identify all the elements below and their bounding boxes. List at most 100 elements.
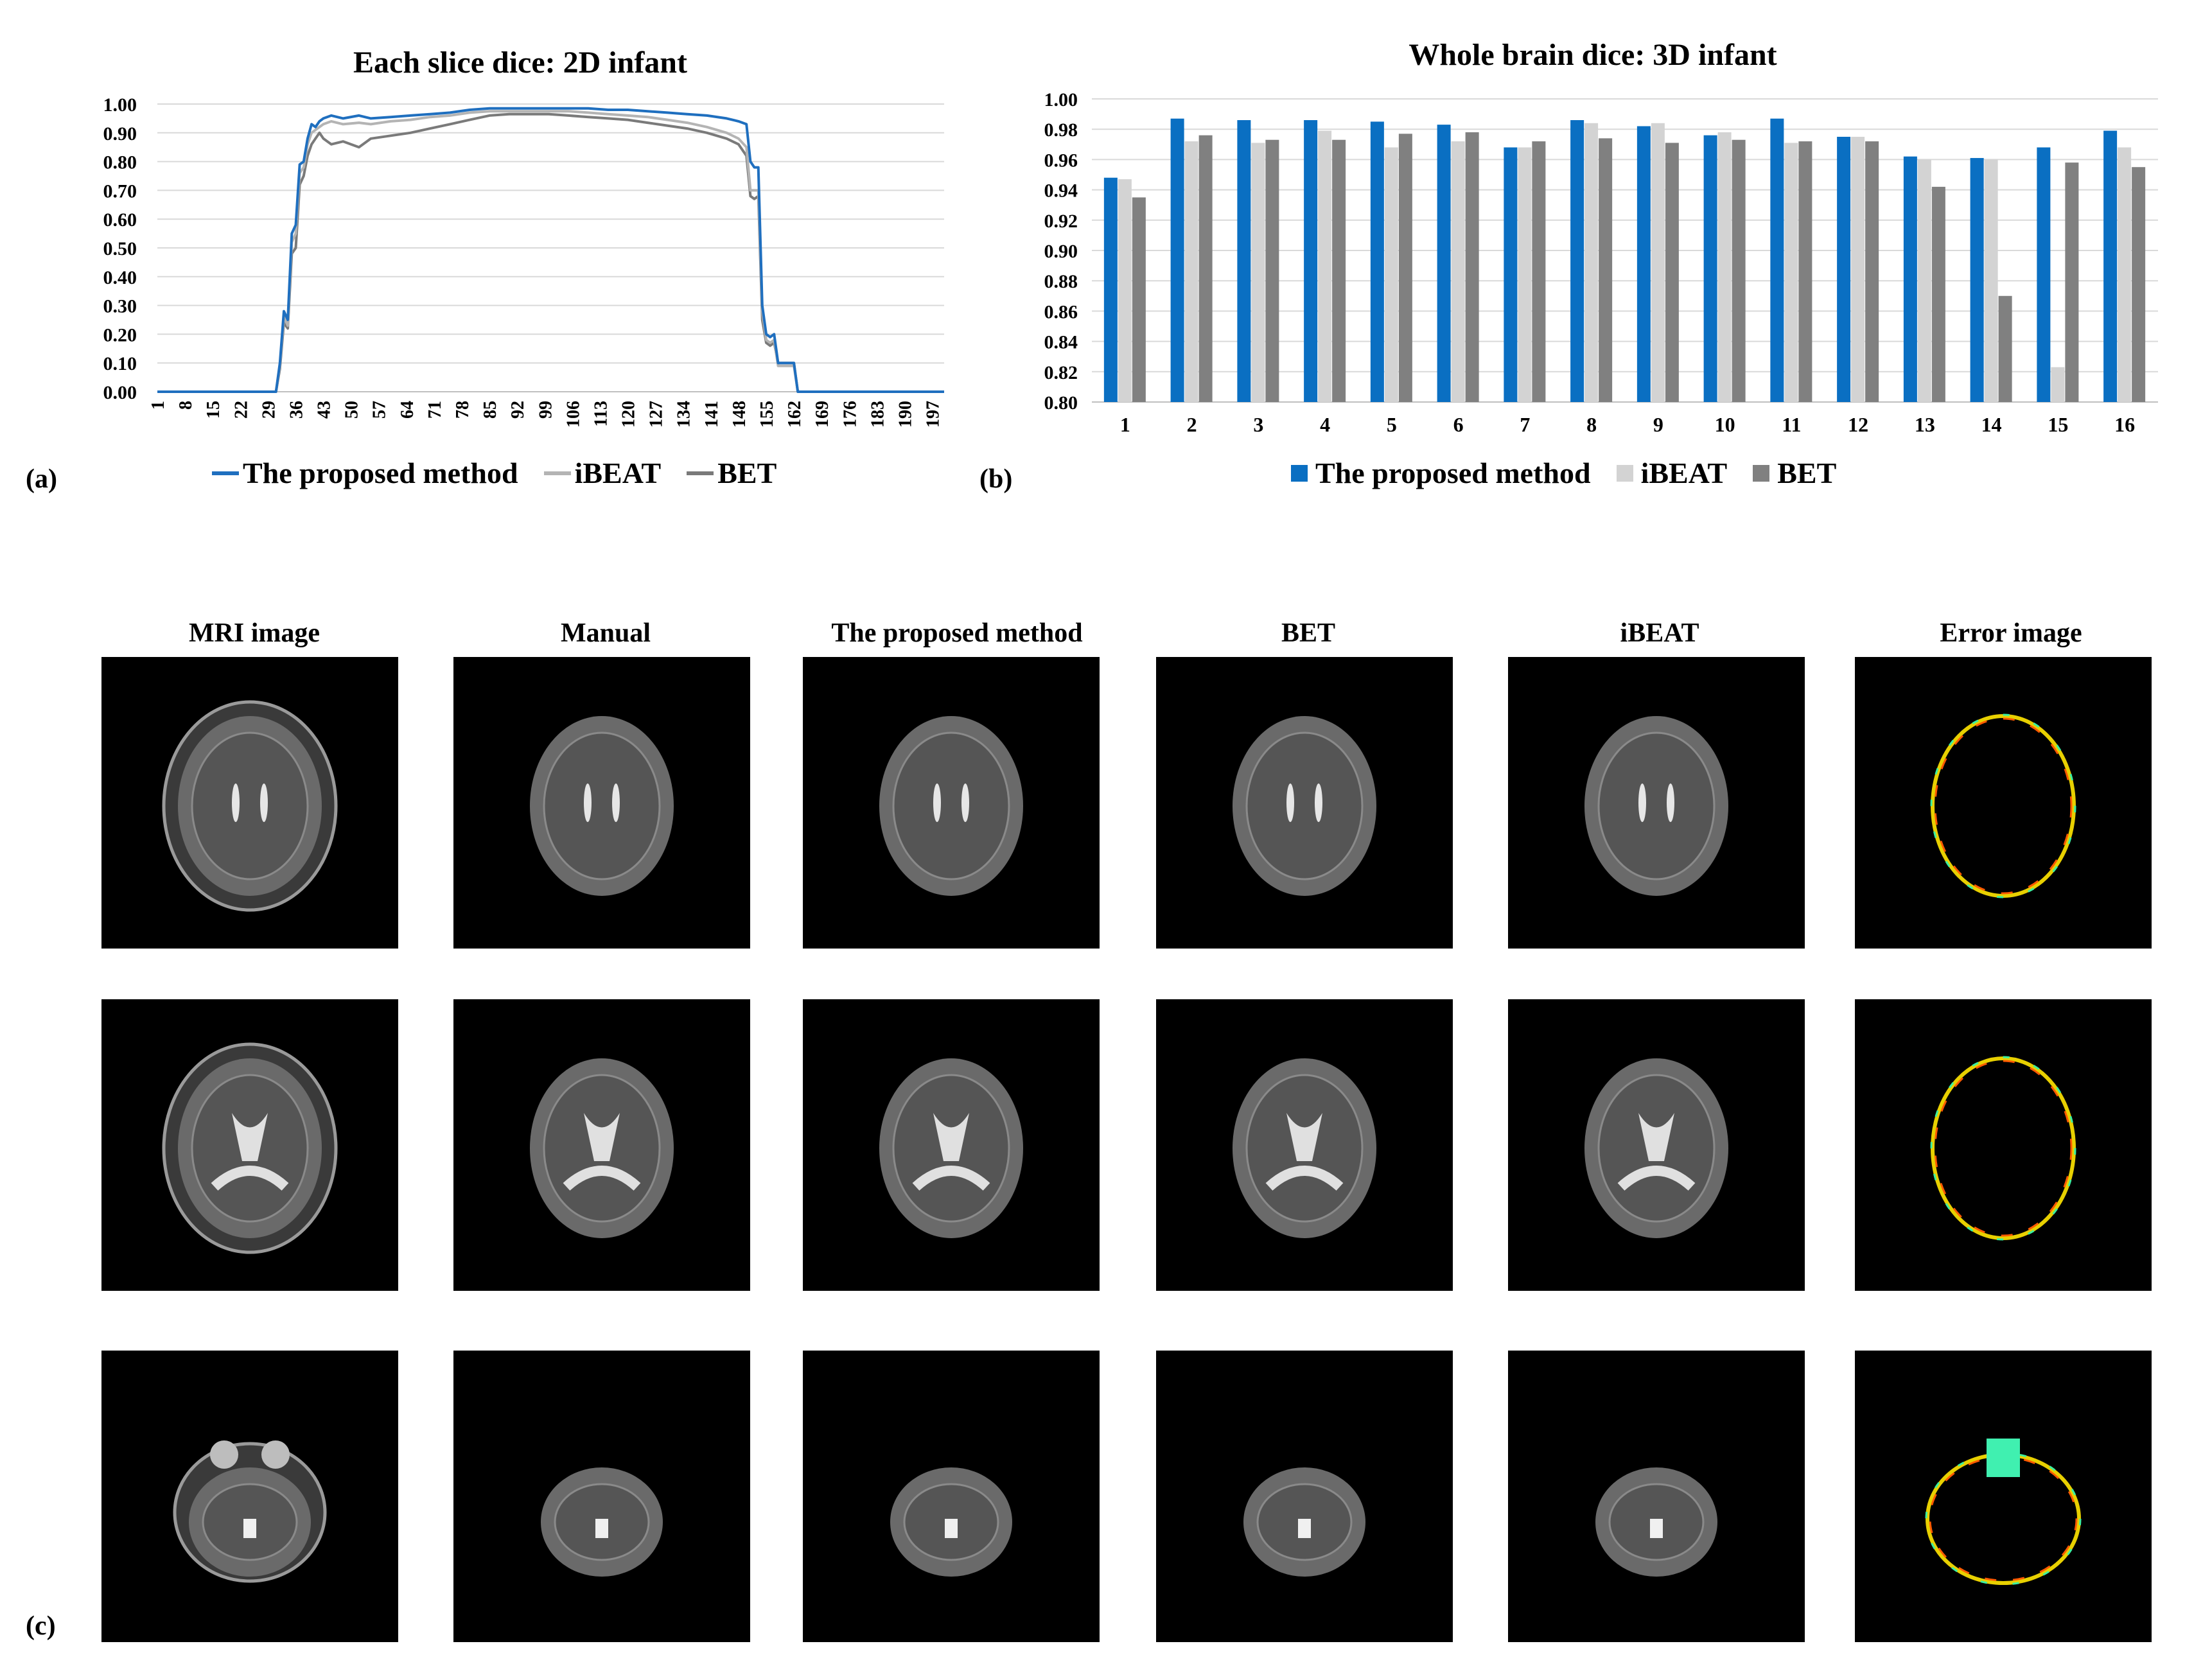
bar-ibeat-14	[1984, 159, 1998, 402]
ventricle-occipital	[1617, 1166, 1696, 1191]
x-tick-a-22: 155	[757, 401, 777, 428]
bar-proposed-1	[1103, 177, 1118, 402]
x-tick-a-10: 71	[425, 401, 445, 419]
mri-slice-graphic	[879, 716, 1023, 896]
legend-a: The proposed method iBEAT BET	[212, 456, 802, 490]
bar-ibeat-11	[1784, 143, 1798, 402]
x-tick-b-13: 13	[1915, 413, 1935, 436]
brain-slice-shape	[1930, 713, 2076, 898]
x-tick-a-8: 57	[370, 401, 390, 419]
x-tick-b-12: 12	[1848, 413, 1868, 436]
chart-a-title: Each slice dice: 2D infant	[353, 46, 687, 80]
ventricle-left	[232, 783, 240, 822]
bar-ibeat-2	[1184, 141, 1198, 402]
bar-proposed-15	[2037, 147, 2051, 402]
brain-slice-shape	[1243, 1467, 1365, 1577]
mri-slice-graphic	[1930, 1056, 2076, 1241]
y-tick-b-4: 0.88	[1044, 271, 1078, 292]
y-tick-a-5: 0.50	[103, 238, 137, 259]
bar-proposed-6	[1437, 125, 1451, 402]
brain-slice-shape	[1233, 1058, 1376, 1238]
ventricle-frontal	[232, 1113, 268, 1161]
x-tick-a-13: 92	[508, 401, 528, 419]
x-tick-a-14: 99	[536, 401, 556, 419]
y-tick-a-7: 0.70	[103, 180, 137, 202]
x-tick-a-0: 1	[148, 401, 168, 410]
x-tick-a-21: 148	[730, 401, 750, 428]
bar-proposed-12	[1837, 137, 1851, 402]
x-tick-b-1: 1	[1120, 413, 1130, 436]
bar-bet-1	[1132, 197, 1146, 402]
image-bet-row-3	[1156, 1351, 1453, 1642]
brain-slice-shape	[1930, 1056, 2076, 1241]
panel-label-a: (a)	[26, 464, 57, 494]
x-tick-b-8: 8	[1586, 413, 1597, 436]
legend-a-swatch-bet	[687, 471, 714, 475]
x-tick-a-26: 183	[868, 401, 888, 428]
x-tick-a-1: 8	[176, 401, 196, 410]
bar-ibeat-13	[1917, 159, 1931, 402]
bar-ibeat-12	[1851, 137, 1865, 402]
x-tick-a-27: 190	[895, 401, 915, 428]
bar-bet-16	[2132, 167, 2146, 402]
ventricle-right	[1315, 783, 1322, 822]
x-tick-a-24: 169	[812, 401, 832, 428]
image-ibeat-row-3	[1508, 1351, 1805, 1642]
brain-slice-shape	[1584, 716, 1728, 896]
x-tick-a-20: 141	[702, 401, 722, 428]
chart-a: 0.00 0.10 0.20 0.30 0.40 0.50 0.60 0.70 0.80 0.90…	[103, 94, 944, 428]
image-ibeat-row-1	[1508, 657, 1805, 949]
x-tick-b-14: 14	[1981, 413, 2002, 436]
bar-ibeat-9	[1651, 123, 1665, 402]
column-title-proposed: The proposed method	[831, 618, 1083, 648]
mri-slice-graphic	[162, 700, 338, 912]
legend-a-swatch-proposed	[212, 471, 239, 475]
ventricle-occipital	[563, 1166, 641, 1191]
error-outline-outer	[1925, 1452, 2082, 1586]
legend-a-label-proposed: The proposed method	[243, 457, 518, 489]
chart-b: 0.80 0.82 0.84 0.86 0.88 0.90 0.92 0.94 0.96 0.98…	[1044, 89, 2158, 436]
bar-ibeat-8	[1584, 123, 1599, 402]
legend-b-swatch-ibeat	[1616, 464, 1633, 482]
x-tick-a-12: 85	[480, 401, 500, 419]
image-error-row-1	[1855, 657, 2152, 949]
brain-slice-shape	[541, 1467, 663, 1577]
brain-slice-shape	[1584, 1058, 1728, 1238]
bar-proposed-11	[1770, 118, 1784, 402]
x-tick-b-7: 7	[1520, 413, 1530, 436]
image-error-row-3	[1855, 1351, 2152, 1642]
y-tick-b-3: 0.86	[1044, 301, 1078, 322]
ventricle-occipital	[1265, 1166, 1344, 1191]
x-tick-a-5: 36	[286, 401, 306, 419]
chart-b-title: Whole brain dice: 3D infant	[1408, 38, 1777, 72]
x-tick-b-9: 9	[1653, 413, 1663, 436]
image-manual-row-2	[453, 999, 750, 1291]
bar-bet-4	[1332, 139, 1346, 402]
image-proposed-row-2	[803, 999, 1100, 1291]
legend-b-label-ibeat: iBEAT	[1640, 457, 1728, 489]
x-tick-b-3: 3	[1253, 413, 1263, 436]
column-title-ibeat: iBEAT	[1620, 618, 1699, 648]
brain-slice-shape	[890, 1467, 1012, 1577]
ventricle-frontal	[1286, 1113, 1322, 1161]
legend-b-swatch-proposed	[1291, 464, 1308, 482]
mri-slice-graphic	[530, 1058, 674, 1238]
ventricle-frontal	[933, 1113, 969, 1161]
ventricle-right	[612, 783, 620, 822]
fourth-ventricle	[1650, 1519, 1663, 1538]
bar-ibeat-5	[1384, 147, 1398, 402]
eye-left	[210, 1440, 238, 1469]
ventricle-left	[933, 783, 941, 822]
mri-slice-graphic	[1584, 1058, 1728, 1238]
y-tick-b-2: 0.84	[1044, 332, 1078, 353]
image-bet-row-1	[1156, 657, 1453, 949]
ventricle-right	[1667, 783, 1674, 822]
fourth-ventricle	[595, 1519, 608, 1538]
eye-right	[261, 1440, 290, 1469]
column-title-bet: BET	[1281, 618, 1336, 648]
bar-proposed-5	[1370, 121, 1384, 402]
x-tick-a-25: 176	[840, 401, 860, 428]
y-tick-b-0: 0.80	[1044, 392, 1078, 414]
error-outline-inner	[1934, 1060, 2073, 1237]
x-tick-b-2: 2	[1187, 413, 1197, 436]
